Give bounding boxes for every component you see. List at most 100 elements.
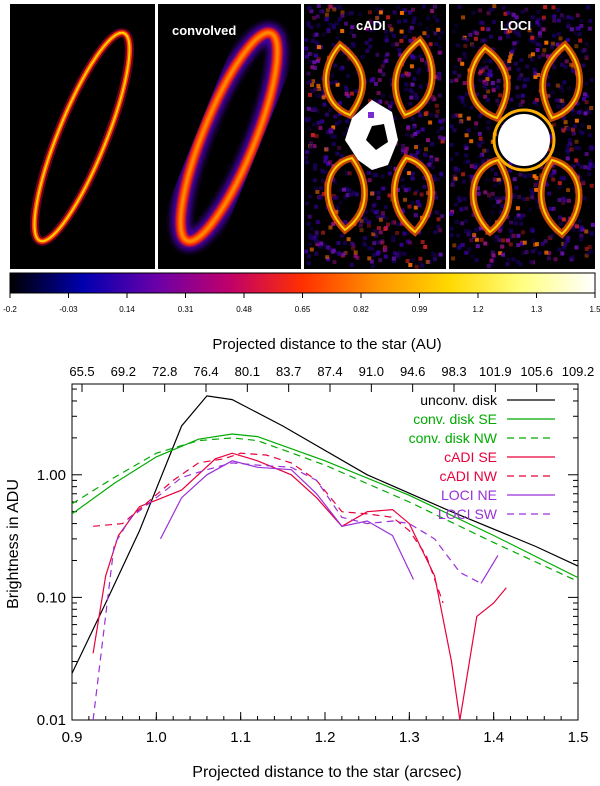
noise-pixel xyxy=(550,90,555,95)
noise-pixel xyxy=(397,19,401,24)
noise-pixel xyxy=(513,30,518,34)
noise-pixel xyxy=(313,65,317,70)
top-tick-label: 65.5 xyxy=(69,364,94,379)
noise-pixel xyxy=(570,107,575,112)
noise-pixel xyxy=(508,27,513,32)
noise-pixel xyxy=(587,125,591,130)
colorbar-ticks: -0.2 -0.03 0.14 0.31 0.48 0.65 0.82 0.99 1.2 1.3 1… xyxy=(3,293,600,314)
noise-pixel xyxy=(325,130,330,134)
noise-pixel xyxy=(376,91,381,95)
noise-pixel xyxy=(321,230,326,235)
series-line xyxy=(92,452,507,721)
noise-pixel xyxy=(349,11,354,16)
noise-pixel xyxy=(327,4,332,9)
noise-pixel xyxy=(511,257,516,262)
colorbar-tick-label: 1.3 xyxy=(531,305,543,314)
noise-pixel xyxy=(580,131,585,135)
noise-pixel xyxy=(412,16,417,21)
noise-pixel xyxy=(566,198,571,203)
noise-pixel xyxy=(466,128,471,133)
noise-pixel xyxy=(373,98,378,103)
noise-pixel xyxy=(579,233,584,238)
noise-pixel xyxy=(436,224,441,229)
noise-pixel xyxy=(469,139,474,144)
noise-pixel xyxy=(347,56,351,61)
noise-pixel xyxy=(436,217,441,222)
noise-pixel xyxy=(425,259,430,264)
noise-pixel xyxy=(499,224,504,229)
noise-pixel xyxy=(426,34,430,38)
noise-pixel xyxy=(342,241,347,246)
noise-pixel xyxy=(549,234,554,239)
noise-pixel xyxy=(307,214,312,219)
noise-pixel xyxy=(561,196,566,201)
noise-pixel xyxy=(515,259,520,264)
noise-pixel xyxy=(321,95,326,100)
noise-pixel xyxy=(437,35,442,40)
noise-pixel xyxy=(517,76,522,81)
noise-pixel xyxy=(564,59,569,64)
noise-pixel xyxy=(383,205,388,209)
noise-pixel xyxy=(483,190,488,195)
noise-pixel xyxy=(312,122,316,127)
noise-pixel xyxy=(463,55,468,60)
noise-pixel xyxy=(452,128,457,133)
noise-pixel xyxy=(434,113,439,118)
noise-pixel xyxy=(577,219,582,224)
noise-pixel xyxy=(308,145,313,150)
noise-pixel xyxy=(377,68,382,73)
noise-pixel xyxy=(451,114,456,119)
noise-pixel xyxy=(484,65,489,70)
noise-pixel xyxy=(381,72,386,77)
noise-pixel xyxy=(358,223,363,228)
colorbar-tick-label: 1.2 xyxy=(472,305,484,314)
noise-pixel xyxy=(310,133,315,137)
noise-pixel xyxy=(572,30,577,35)
noise-pixel xyxy=(349,262,354,267)
noise-pixel xyxy=(357,12,362,17)
noise-pixel xyxy=(350,25,355,30)
noise-pixel xyxy=(419,192,424,197)
noise-pixel xyxy=(380,211,385,216)
noise-pixel xyxy=(552,65,557,70)
noise-pixel xyxy=(545,74,550,79)
noise-pixel xyxy=(466,159,470,164)
noise-pixel xyxy=(411,257,416,262)
noise-pixel xyxy=(333,80,338,84)
noise-pixel xyxy=(401,185,406,189)
noise-pixel xyxy=(495,98,500,103)
noise-pixel xyxy=(440,139,445,144)
noise-pixel xyxy=(486,126,491,131)
noise-pixel xyxy=(469,238,474,243)
noise-pixel xyxy=(465,91,470,96)
noise-pixel xyxy=(563,64,568,69)
noise-pixel xyxy=(540,241,545,246)
noise-pixel xyxy=(574,224,579,229)
noise-pixel xyxy=(417,67,422,72)
noise-pixel xyxy=(420,263,425,268)
noise-pixel xyxy=(513,221,518,226)
noise-pixel xyxy=(507,28,512,33)
noise-pixel xyxy=(321,191,326,196)
noise-pixel xyxy=(306,6,311,11)
noise-pixel xyxy=(418,260,423,265)
noise-pixel xyxy=(480,68,485,73)
noise-pixel xyxy=(306,261,311,266)
noise-pixel xyxy=(410,116,415,121)
noise-pixel xyxy=(460,99,465,104)
noise-pixel xyxy=(314,134,319,139)
noise-pixel xyxy=(571,228,575,233)
noise-pixel xyxy=(363,219,368,224)
noise-pixel xyxy=(325,255,330,260)
noise-pixel xyxy=(408,101,413,106)
noise-pixel xyxy=(532,67,537,72)
noise-pixel xyxy=(457,4,462,9)
noise-pixel xyxy=(470,43,475,48)
noise-pixel xyxy=(324,170,328,175)
noise-pixel xyxy=(319,186,324,191)
noise-pixel xyxy=(308,242,313,247)
noise-pixel xyxy=(579,164,584,169)
noise-pixel xyxy=(437,93,442,98)
noise-pixel xyxy=(522,83,527,88)
noise-pixel xyxy=(383,227,388,231)
